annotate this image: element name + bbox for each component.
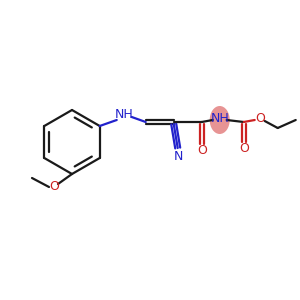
Text: NH: NH [114, 109, 133, 122]
Text: O: O [197, 143, 207, 157]
Text: N: N [174, 149, 183, 163]
Text: O: O [49, 179, 59, 193]
Text: O: O [255, 112, 265, 125]
Ellipse shape [210, 106, 230, 134]
Text: NH: NH [210, 112, 229, 125]
Text: O: O [239, 142, 249, 154]
